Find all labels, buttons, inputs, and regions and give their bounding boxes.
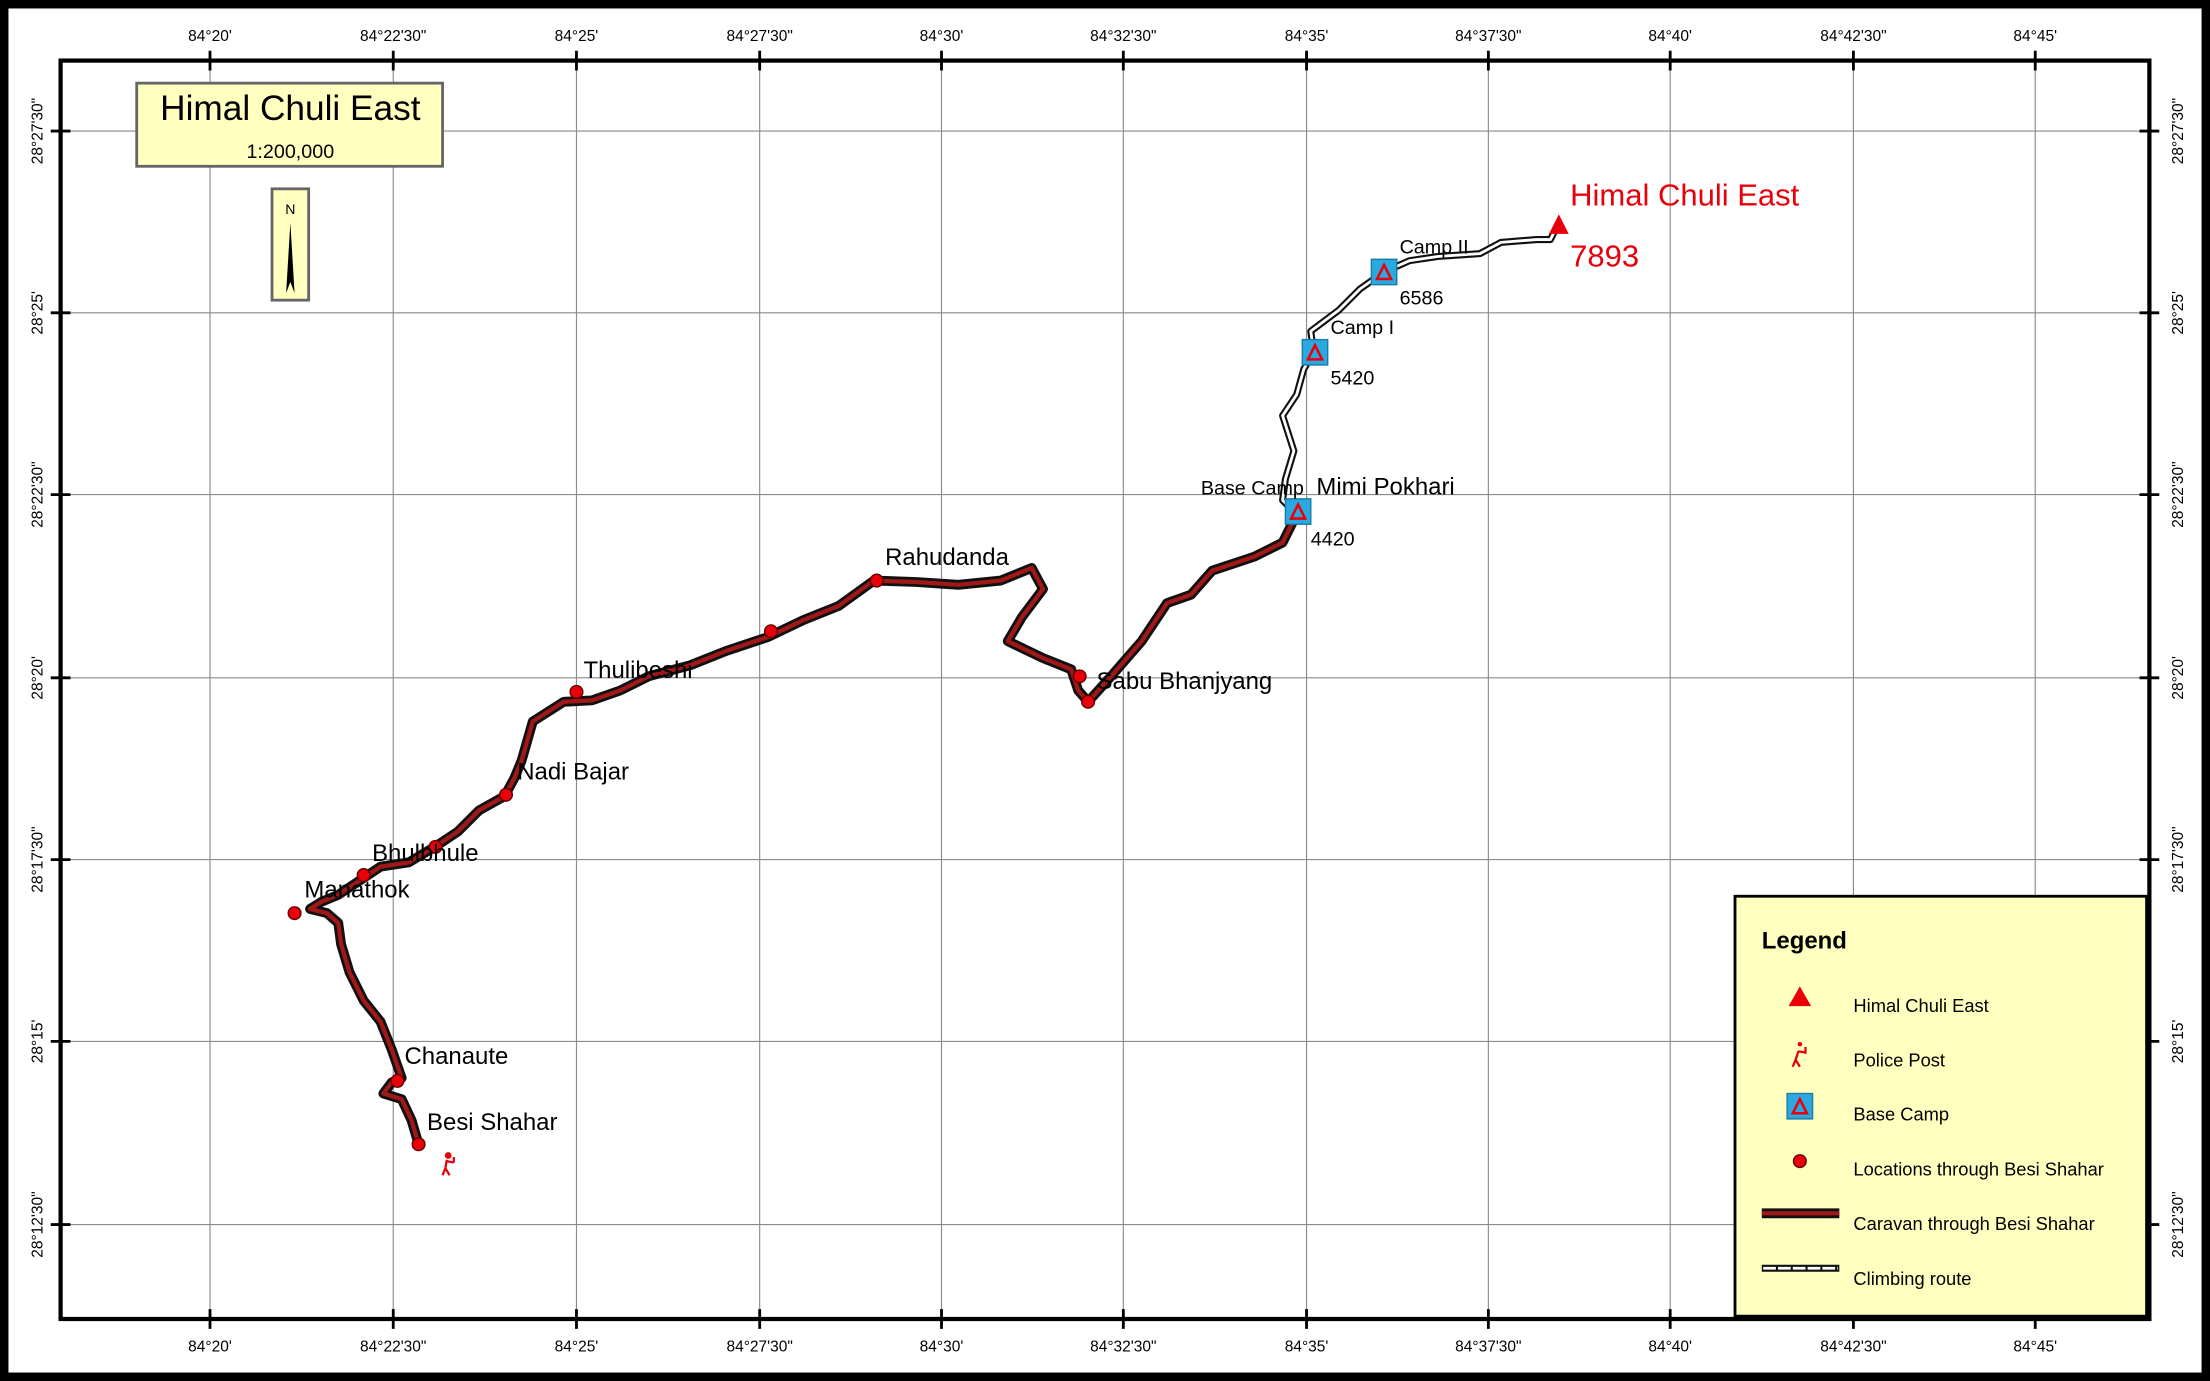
latitude-label: 28°17'30" bbox=[2170, 826, 2187, 892]
longitude-label: 84°40' bbox=[1648, 1338, 1692, 1355]
legend-police-icon bbox=[1791, 1047, 1807, 1068]
longitude-label: 84°27'30" bbox=[726, 28, 792, 45]
latitude-label: 28°15' bbox=[2170, 1020, 2187, 1064]
north-arrow bbox=[286, 222, 295, 294]
longitude-label: 84°22'30" bbox=[360, 28, 426, 45]
latitude-label: 28°20' bbox=[2170, 656, 2187, 700]
latitude-label: 28°25' bbox=[2170, 291, 2187, 335]
longitude-label: 84°37'30" bbox=[1455, 28, 1521, 45]
longitude-label: 84°42'30" bbox=[1820, 1338, 1886, 1355]
police-post bbox=[441, 1152, 455, 1176]
north-label: N bbox=[285, 201, 295, 217]
peak-label: Himal Chuli East bbox=[1570, 178, 1800, 213]
latitude-label: 28°22'30" bbox=[2170, 461, 2187, 527]
legend-label: Base Camp bbox=[1853, 1103, 1949, 1124]
legend-title: Legend bbox=[1762, 927, 1847, 954]
location-dot bbox=[498, 787, 514, 802]
legend-police-head bbox=[1797, 1041, 1803, 1047]
place-label: Besi Shahar bbox=[427, 1109, 557, 1136]
legend-location-icon bbox=[1792, 1154, 1807, 1169]
location-dot bbox=[1081, 694, 1096, 709]
longitude-label: 84°45' bbox=[2013, 28, 2057, 45]
place-label: Mimi Pokhari bbox=[1316, 474, 1454, 501]
longitude-label: 84°27'30" bbox=[726, 1338, 792, 1355]
base-camp-tent bbox=[1288, 501, 1308, 520]
location-dot bbox=[287, 906, 302, 921]
camp-label: Camp I bbox=[1331, 317, 1395, 339]
place-label: Thulibeshi bbox=[584, 657, 693, 684]
longitude-label: 84°22'30" bbox=[360, 1338, 426, 1355]
latitude-label: 28°27'30" bbox=[2170, 98, 2187, 164]
routes bbox=[287, 223, 1561, 1152]
longitude-label: 84°20' bbox=[188, 1338, 232, 1355]
location-dot bbox=[411, 1137, 426, 1152]
legend-peak-icon bbox=[1788, 986, 1812, 1007]
base-camp-icon bbox=[1284, 498, 1312, 525]
location-dot bbox=[356, 868, 371, 883]
title-box bbox=[135, 81, 444, 168]
longitude-label: 84°25' bbox=[555, 28, 599, 45]
caravan-route bbox=[307, 513, 1299, 1145]
latitude-label: 28°20' bbox=[29, 656, 46, 700]
longitude-label: 84°30' bbox=[920, 28, 964, 45]
legend-label: Police Post bbox=[1853, 1050, 1945, 1071]
camp-label: Base Camp bbox=[1201, 478, 1304, 500]
place-label: Manathok bbox=[304, 877, 409, 904]
latitude-label: 28°22'30" bbox=[29, 461, 46, 527]
base-camp-tent bbox=[1305, 342, 1325, 361]
longitude-label: 84°35' bbox=[1285, 28, 1329, 45]
base-camp-tent bbox=[1790, 1096, 1809, 1115]
location-dot bbox=[1072, 669, 1087, 684]
legend-label: Locations through Besi Shahar bbox=[1853, 1158, 2103, 1179]
place-label: Chanaute bbox=[405, 1043, 509, 1070]
place-label: Nadi Bajar bbox=[517, 758, 629, 785]
map-title: Himal Chuli East bbox=[160, 89, 421, 128]
map-scale: 1:200,000 bbox=[246, 141, 334, 163]
climbing-route bbox=[1281, 224, 1559, 516]
longitude-label: 84°20' bbox=[188, 28, 232, 45]
latitude-label: 28°15' bbox=[29, 1020, 46, 1064]
longitude-label: 84°40' bbox=[1648, 28, 1692, 45]
place-label: Rahudanda bbox=[885, 544, 1009, 571]
location-dot bbox=[763, 624, 779, 639]
latitude-label: 28°17'30" bbox=[29, 826, 46, 892]
longitude-label: 84°45' bbox=[2013, 1338, 2057, 1355]
latitude-label: 28°12'30" bbox=[2170, 1191, 2187, 1257]
longitude-label: 84°32'30" bbox=[1090, 1338, 1156, 1355]
longitude-label: 84°42'30" bbox=[1820, 28, 1886, 45]
location-dot bbox=[428, 839, 443, 854]
latitude-label: 28°27'30" bbox=[29, 98, 46, 164]
location-dot bbox=[569, 684, 584, 699]
longitude-label: 84°35' bbox=[1285, 1338, 1329, 1355]
place-label: Bhulbhule bbox=[372, 840, 478, 867]
longitude-label: 84°37'30" bbox=[1455, 1338, 1521, 1355]
latitude-label: 28°25' bbox=[29, 291, 46, 335]
latitude-label: 28°12'30" bbox=[29, 1191, 46, 1257]
map-frame bbox=[58, 58, 2152, 1322]
peak-marker bbox=[1548, 214, 1569, 234]
base-camp-tent bbox=[1374, 262, 1394, 281]
longitude-label: 84°30' bbox=[920, 1338, 964, 1355]
peak-elevation: 7893 bbox=[1570, 238, 1639, 273]
legend-label: Caravan through Besi Shahar bbox=[1853, 1213, 2094, 1234]
location-dot bbox=[869, 573, 884, 588]
legend-label: Climbing route bbox=[1853, 1268, 1971, 1289]
camp-elevation: 4420 bbox=[1311, 528, 1355, 550]
location-dot bbox=[390, 1073, 405, 1088]
camp-label: Camp II bbox=[1400, 237, 1469, 259]
camp-elevation: 6586 bbox=[1400, 287, 1444, 309]
legend-label: Himal Chuli East bbox=[1853, 995, 1988, 1016]
camp-elevation: 5420 bbox=[1331, 368, 1375, 390]
longitude-label: 84°32'30" bbox=[1090, 28, 1156, 45]
longitude-label: 84°25' bbox=[555, 1338, 599, 1355]
place-label: Sabu Bhanjyang bbox=[1097, 668, 1273, 695]
legend-items: Himal Chuli East Police Post Base Camp Loca… bbox=[1761, 986, 2104, 1289]
